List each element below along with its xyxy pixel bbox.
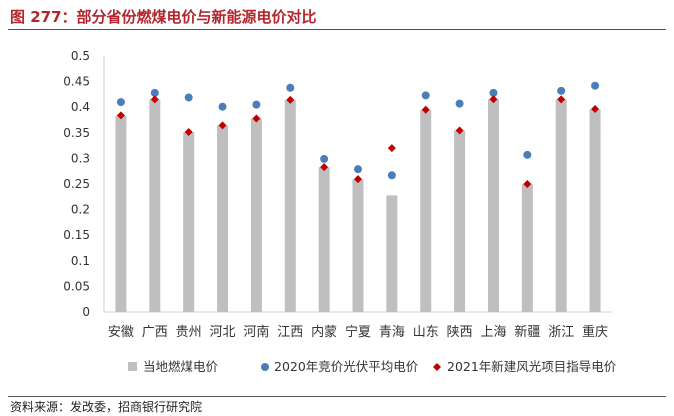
point-2020-河北: [218, 102, 227, 111]
legend-bar-label: 当地燃煤电价: [143, 359, 219, 374]
point-2020-贵州: [184, 93, 193, 102]
y-tick-label: 0.5: [71, 49, 90, 63]
point-2021-广西: [150, 95, 159, 104]
x-tick-label: 河北: [210, 325, 236, 340]
point-2021-山东: [421, 105, 430, 114]
y-tick-label: 0.05: [63, 279, 90, 293]
x-tick-label: 浙江: [548, 325, 574, 340]
source-note: 资料来源：发改委，招商银行研究院: [10, 400, 203, 414]
point-2021-陕西: [455, 126, 464, 135]
x-tick-label: 贵州: [176, 325, 202, 340]
point-2020-青海: [387, 171, 396, 180]
bar-青海: [386, 195, 398, 312]
bar-河南: [250, 118, 262, 312]
legend-circle-label: 2020年竞价光伏平均电价: [274, 359, 419, 374]
x-tick-label: 陕西: [447, 325, 473, 340]
bar-陕西: [454, 130, 466, 312]
y-tick-label: 0.45: [63, 75, 90, 89]
point-2021-上海: [489, 95, 498, 104]
chart-title: 图 277：部分省份燃煤电价与新能源电价对比: [10, 8, 317, 26]
point-2021-青海: [387, 144, 396, 153]
x-tick-label: 宁夏: [345, 324, 371, 340]
title-divider: [8, 29, 666, 30]
point-2020-安徽: [116, 98, 125, 107]
bar-上海: [487, 99, 499, 312]
bar-重庆: [589, 109, 601, 312]
point-2020-新疆: [523, 150, 532, 159]
x-tick-label: 安徽: [108, 325, 134, 340]
bar-浙江: [555, 99, 567, 313]
x-tick-label: 山东: [413, 325, 439, 340]
x-tick-label: 内蒙: [311, 324, 337, 340]
legend-diamond-swatch: [433, 363, 441, 371]
point-2020-内蒙: [320, 154, 329, 163]
bar-广西: [149, 99, 161, 313]
bar-山东: [420, 109, 432, 312]
bar-安徽: [115, 115, 127, 312]
legend-diamond-label: 2021年新建风光项目指导电价: [447, 359, 617, 374]
point-2020-上海: [489, 88, 498, 97]
x-tick-label: 河南: [243, 324, 269, 340]
legend-circle-swatch: [261, 363, 269, 371]
point-2020-江西: [286, 83, 295, 92]
bar-宁夏: [352, 179, 364, 312]
y-tick-label: 0.2: [71, 203, 90, 217]
x-tick-label: 重庆: [582, 324, 608, 340]
point-2021-河南: [252, 114, 261, 123]
x-tick-label: 青海: [379, 325, 405, 340]
bar-河北: [217, 125, 229, 312]
y-tick-label: 0.1: [71, 254, 90, 268]
y-tick-label: 0.3: [71, 151, 90, 165]
point-2021-安徽: [116, 111, 125, 120]
bar-江西: [284, 99, 296, 312]
x-tick-label: 广西: [142, 325, 168, 340]
point-2020-陕西: [455, 99, 464, 108]
y-tick-label: 0.15: [63, 228, 90, 242]
bar-内蒙: [318, 167, 330, 312]
point-2020-浙江: [557, 86, 566, 95]
x-tick-label: 新疆: [514, 324, 540, 340]
point-2021-河北: [218, 121, 227, 130]
point-2021-宁夏: [354, 175, 362, 184]
x-tick-label: 上海: [480, 325, 506, 340]
bar-贵州: [183, 132, 195, 312]
point-2020-广西: [150, 88, 159, 97]
point-2021-新疆: [523, 180, 532, 188]
y-tick-label: 0.35: [63, 126, 90, 140]
source-divider: [8, 396, 666, 397]
point-2020-河南: [252, 100, 261, 109]
point-2021-江西: [286, 95, 295, 104]
bar-新疆: [521, 184, 533, 312]
point-2021-内蒙: [320, 163, 329, 172]
y-tick-label: 0.4: [71, 100, 90, 114]
point-2020-重庆: [591, 81, 600, 90]
point-2021-重庆: [591, 105, 600, 114]
point-2020-山东: [421, 91, 430, 100]
price-comparison-chart: 0 0.05 0.1 0.15 0.2 0.25 0.3 0.35 0.4 0.45 0.5 安徽 广西…: [63, 49, 617, 374]
y-tick-label: 0: [82, 305, 90, 319]
y-tick-label: 0.25: [63, 177, 90, 191]
legend-bar-swatch: [128, 362, 137, 371]
point-2020-宁夏: [354, 165, 362, 174]
point-2021-贵州: [184, 128, 193, 137]
x-tick-label: 江西: [277, 325, 303, 340]
point-2021-浙江: [557, 95, 566, 104]
